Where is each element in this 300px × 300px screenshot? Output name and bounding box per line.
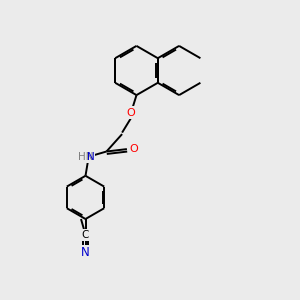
Text: N: N [87,152,94,162]
Text: N: N [81,246,90,259]
Text: HN: HN [78,152,94,162]
Text: O: O [127,107,136,118]
Text: HN: HN [78,152,94,162]
Text: O: O [129,144,138,154]
Text: C: C [82,230,89,240]
